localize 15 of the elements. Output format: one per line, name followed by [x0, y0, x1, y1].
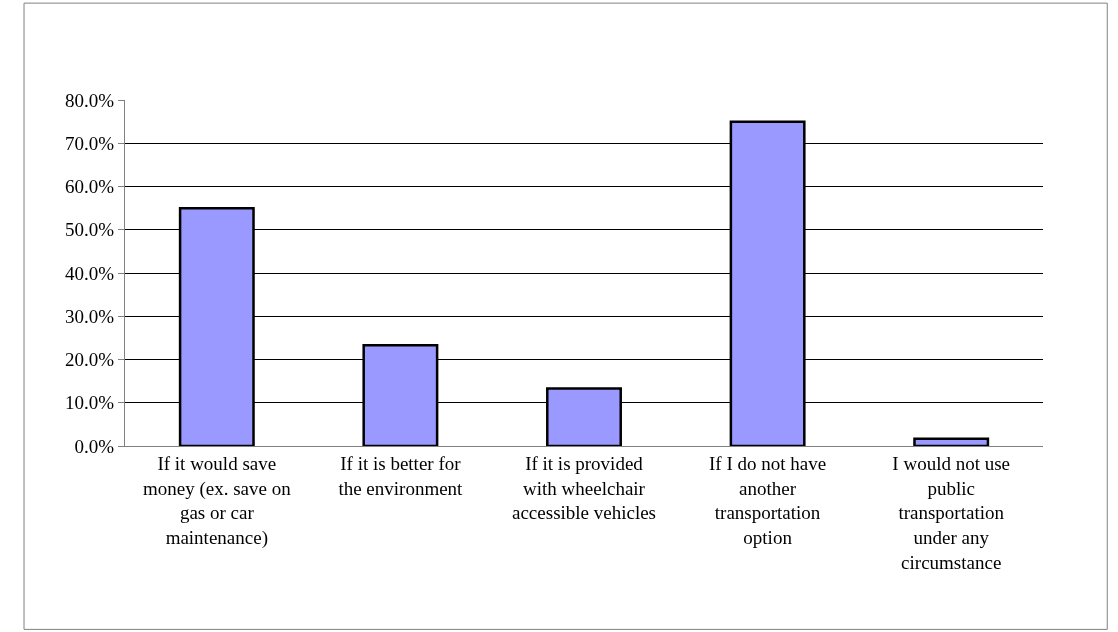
y-tick-label: 20.0% — [65, 349, 115, 371]
y-tick-label: 70.0% — [65, 132, 115, 154]
y-tick-label: 10.0% — [65, 392, 115, 414]
x-tick-label: If it is better for the environment — [338, 452, 464, 499]
x-tick-label: If I do not have another transportation option — [709, 452, 827, 548]
bar — [913, 437, 990, 446]
x-tick-label: If it is provided with wheelchair accessible vehicles — [511, 452, 657, 524]
y-tick-label: 0.0% — [74, 435, 115, 457]
y-tick-label: 30.0% — [65, 305, 115, 327]
y-tick-label: 50.0% — [65, 219, 115, 241]
x-tick-label: If it would save money (ex. save on gas or car maintenance) — [142, 452, 292, 549]
x-tick-label: I would not use public transportation under any circumstance — [892, 452, 1011, 573]
y-tick-label: 40.0% — [65, 262, 115, 284]
y-tick-label: 60.0% — [65, 176, 115, 198]
y-tick-label: 80.0% — [65, 89, 115, 111]
